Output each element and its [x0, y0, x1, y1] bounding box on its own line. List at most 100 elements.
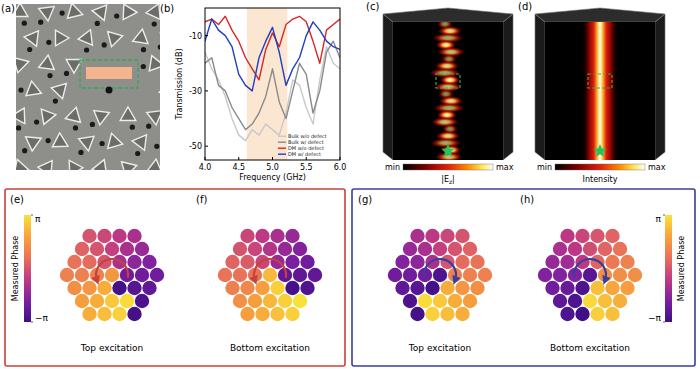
phase-cell [112, 307, 126, 321]
phase-cell [150, 268, 164, 282]
phase-cell [105, 268, 119, 282]
colorbar-label: Measured Phase [677, 236, 686, 302]
y-tick-label: -30 [189, 87, 202, 96]
phase-cell [240, 281, 254, 295]
phase-colorbar [24, 215, 31, 322]
phase-cell [440, 229, 454, 243]
hole [46, 40, 51, 45]
phase-cell [553, 242, 567, 256]
phase-cell [308, 268, 322, 282]
slab-side [655, 14, 665, 160]
phase-cell [605, 281, 619, 295]
y-tick [205, 90, 208, 91]
colorbar-max: max [496, 163, 514, 172]
triangle-rod [24, 31, 38, 47]
phase-cell [75, 294, 89, 308]
phase-cell [270, 229, 284, 243]
phase-cell [613, 268, 627, 282]
x-tick [306, 157, 307, 160]
phase-cell [240, 229, 254, 243]
phase-cell [82, 229, 96, 243]
colorbar-tick-label: −π [35, 313, 49, 323]
triangle-rod [16, 159, 29, 170]
hole [146, 124, 151, 129]
x-tick-label: 5.0 [266, 163, 279, 172]
triangle-rod [68, 4, 83, 18]
phase-cell [90, 294, 104, 308]
hole [154, 144, 159, 149]
panel-label: (b) [160, 3, 174, 14]
colorbar-max: max [648, 163, 666, 172]
hole [73, 125, 78, 130]
phase-cell [233, 294, 247, 308]
legend-swatch [278, 135, 286, 136]
phase-cell [440, 281, 454, 295]
colorbar-tick-label: π [35, 214, 41, 224]
phase-cell [433, 294, 447, 308]
triangle-rod [79, 136, 94, 151]
phase-cell [127, 255, 141, 269]
phase-cell [553, 294, 567, 308]
phase-cell [97, 229, 111, 243]
triangle-rod [123, 4, 137, 20]
phase-cell [142, 281, 156, 295]
panel-label: (e) [10, 194, 24, 205]
phase-cell [82, 281, 96, 295]
phase-cell [135, 294, 149, 308]
phase-cell [575, 229, 589, 243]
label-part: Intensity [583, 175, 618, 184]
triangle-rod [41, 109, 56, 124]
phase-cell [463, 268, 477, 282]
phase-cell [112, 281, 126, 295]
slab-top [535, 8, 665, 22]
legend-swatch [278, 141, 286, 142]
phase-cell [293, 268, 307, 282]
plot-area [205, 8, 340, 160]
figure: (a)(b)4.04.55.05.56.0-10-30-50Frequency … [0, 0, 700, 369]
highlight-band [247, 8, 288, 160]
phase-cell [433, 242, 447, 256]
hole [22, 21, 27, 26]
colorbar-label: |Ez| [441, 175, 455, 185]
phase-cell [545, 255, 559, 269]
hole [90, 122, 95, 127]
phase-cell [285, 281, 299, 295]
phase-cell [425, 281, 439, 295]
caption: Bottom excitation [550, 343, 630, 353]
phase-cell [82, 255, 96, 269]
group-frame [5, 189, 345, 366]
phase-cell [112, 229, 126, 243]
group-frame [352, 189, 695, 366]
phase-cell [225, 281, 239, 295]
phase-cell [410, 229, 424, 243]
colorbar-label: Intensity [583, 175, 618, 184]
phase-cell [613, 294, 627, 308]
triangle-rod [108, 133, 123, 148]
source-star [593, 144, 606, 157]
hole [46, 138, 51, 143]
phase-cell [395, 255, 409, 269]
phase-cell [233, 268, 247, 282]
vortex-arrow [574, 259, 606, 280]
phase-colorbar [665, 215, 672, 322]
triangle-rod [92, 5, 107, 20]
hole [53, 99, 58, 104]
phase-cell [425, 229, 439, 243]
panel-label: (g) [358, 194, 372, 205]
hole [141, 47, 146, 52]
series-line [205, 19, 340, 91]
x-tick [238, 157, 239, 160]
phase-cell [270, 307, 284, 321]
phase-cell [127, 307, 141, 321]
hole [22, 148, 27, 153]
phase-cell [470, 255, 484, 269]
caption: Bottom excitation [230, 343, 310, 353]
phase-cell [388, 268, 402, 282]
source-star [441, 144, 454, 157]
phase-cell [255, 229, 269, 243]
x-tick [340, 157, 341, 160]
legend-label: DM w/ defect [288, 151, 321, 157]
triangle-rod [38, 161, 52, 170]
phase-cell [433, 268, 447, 282]
triangle-rod [39, 7, 55, 21]
